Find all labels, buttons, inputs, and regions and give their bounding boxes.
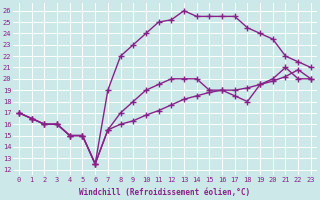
X-axis label: Windchill (Refroidissement éolien,°C): Windchill (Refroidissement éolien,°C) [79,188,251,197]
